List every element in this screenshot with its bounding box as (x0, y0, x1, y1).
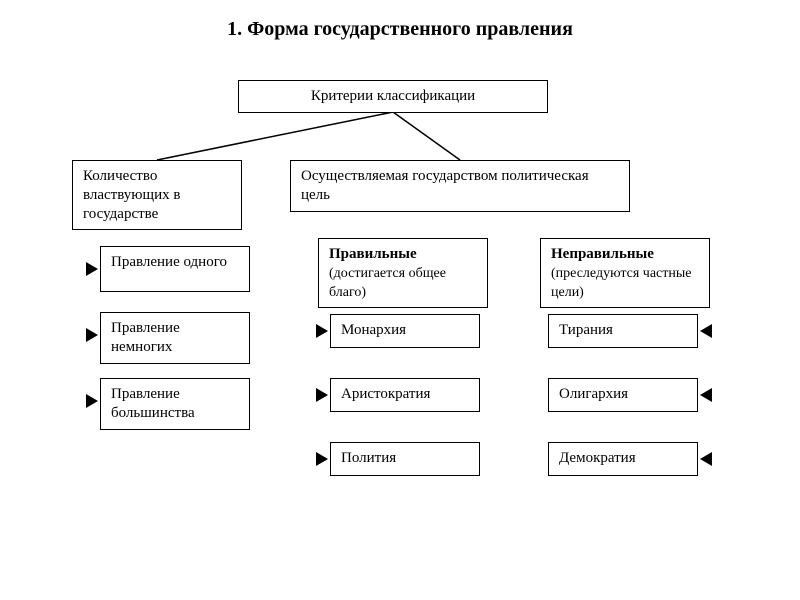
incorrect-item: Демократия (548, 442, 698, 476)
arrow-icon (316, 452, 328, 466)
correct-header-bold: Правильные (329, 246, 417, 262)
root-label: Критерии классификации (311, 88, 475, 104)
branch-right: Осуществляемая государством политическая… (290, 160, 630, 212)
incorrect-header: Неправильные (преследуются частные цели) (540, 238, 710, 308)
incorrect-header-sub: (преследуются частные цели) (551, 266, 692, 300)
branch-right-label: Осуществляемая государством политическая… (301, 168, 589, 203)
arrow-icon (316, 324, 328, 338)
arrow-icon (316, 388, 328, 402)
page-title: 1. Форма государственного правления (0, 0, 800, 49)
incorrect-item: Олигархия (548, 378, 698, 412)
arrow-icon (86, 262, 98, 276)
arrow-icon (700, 388, 712, 402)
arrow-icon (700, 452, 712, 466)
branch-left-label: Количество властвующих в государстве (83, 168, 180, 222)
left-item-label: Правление большинства (111, 386, 195, 421)
left-item: Правление большинства (100, 378, 250, 430)
incorrect-item-label: Тирания (559, 322, 613, 338)
correct-item-label: Монархия (341, 322, 406, 338)
incorrect-item: Тирания (548, 314, 698, 348)
branch-left: Количество властвующих в государстве (72, 160, 242, 230)
left-item: Правление одного (100, 246, 250, 292)
correct-item: Полития (330, 442, 480, 476)
left-item: Правление немногих (100, 312, 250, 364)
left-item-label: Правление немногих (111, 320, 180, 355)
arrow-icon (700, 324, 712, 338)
correct-item-label: Полития (341, 450, 396, 466)
incorrect-header-bold: Неправильные (551, 246, 654, 262)
diagram-canvas: Критерии классификации Количество властв… (0, 70, 800, 600)
correct-item-label: Аристократия (341, 386, 430, 402)
arrow-icon (86, 328, 98, 342)
arrow-icon (86, 394, 98, 408)
left-item-label: Правление одного (111, 254, 227, 270)
correct-item: Аристократия (330, 378, 480, 412)
incorrect-item-label: Олигархия (559, 386, 628, 402)
root-box: Критерии классификации (238, 80, 548, 113)
correct-item: Монархия (330, 314, 480, 348)
incorrect-item-label: Демократия (559, 450, 636, 466)
correct-header-sub: (достигается общее благо) (329, 266, 446, 300)
correct-header: Правильные (достигается общее благо) (318, 238, 488, 308)
